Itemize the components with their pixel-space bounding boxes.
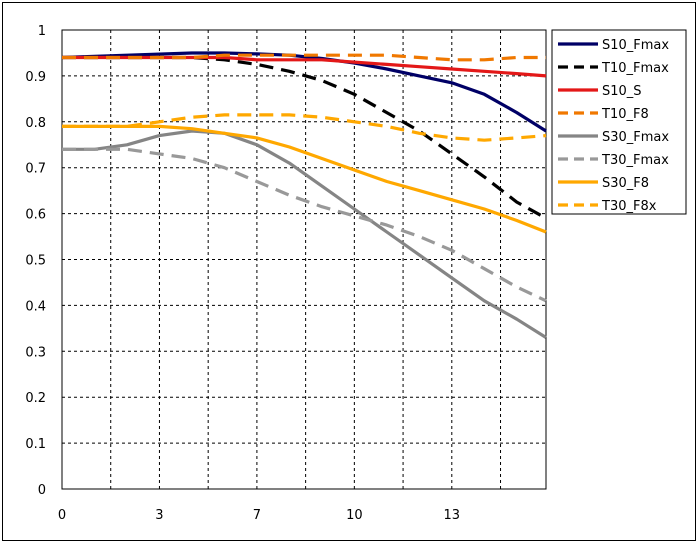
series-line-t10-f8	[62, 53, 546, 62]
legend-label: S10_S	[602, 84, 642, 99]
legend-label: T10_F8	[601, 107, 649, 122]
x-axis-tick-labels: 0 3 7 10 13	[58, 508, 460, 523]
y-tick-label: 0.3	[25, 345, 46, 360]
x-tick-label: 7	[253, 508, 261, 523]
series-line-t30-fmax	[62, 147, 547, 303]
legend-items: S10_Fmax T10_Fmax S10_S T10_F8 S30_Fmax T30_F…	[558, 38, 669, 214]
legend-label: S30_Fmax	[602, 130, 669, 145]
series-line-s30-f8	[62, 124, 547, 234]
y-tick-label: 0.8	[25, 116, 46, 131]
legend-label: T10_Fmax	[601, 61, 669, 76]
x-tick-label: 10	[346, 508, 363, 523]
y-tick-label: 1	[38, 24, 46, 39]
legend-label: S10_Fmax	[602, 38, 669, 53]
legend-label: T30_F8x	[601, 199, 657, 214]
grid-lines	[62, 30, 546, 489]
series-line-t30-f8x	[62, 113, 547, 142]
y-axis-tick-labels: 0 0.1 0.2 0.3 0.4 0.5 0.6 0.7 0.8 0.9 1	[25, 24, 46, 498]
y-tick-label: 0.5	[25, 254, 46, 269]
x-tick-label: 13	[444, 508, 461, 523]
legend-label: S30_F8	[602, 176, 649, 191]
y-tick-label: 0.2	[25, 391, 46, 406]
y-tick-label: 0.1	[25, 437, 46, 452]
y-tick-label: 0.7	[25, 162, 46, 177]
x-tick-label: 0	[58, 508, 66, 523]
y-tick-label: 0.9	[25, 70, 46, 85]
series-line-s30-fmax	[62, 129, 547, 339]
series-lines	[61, 51, 547, 339]
y-tick-label: 0.4	[25, 299, 46, 314]
y-tick-label: 0	[38, 483, 46, 498]
legend-label: T30_Fmax	[601, 153, 669, 168]
y-tick-label: 0.6	[25, 208, 46, 223]
x-tick-label: 3	[155, 508, 163, 523]
